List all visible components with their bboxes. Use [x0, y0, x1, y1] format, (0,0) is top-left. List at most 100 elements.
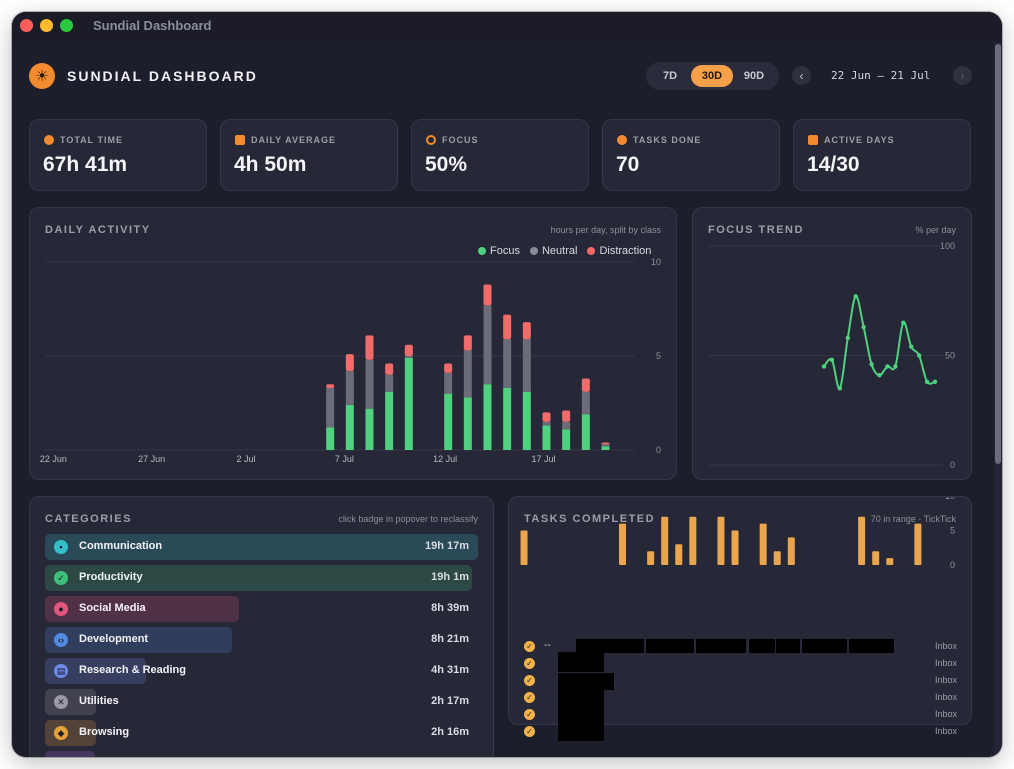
range-30d-button[interactable]: 30D — [691, 65, 733, 87]
bar-segment-distraction[interactable] — [385, 363, 394, 375]
task-row[interactable]: ✓ -- Inbox — [524, 639, 957, 656]
focus-point[interactable] — [837, 386, 843, 391]
focus-point[interactable] — [932, 379, 938, 384]
book-icon[interactable]: ▤ — [54, 664, 68, 678]
bar-segment-neutral[interactable] — [601, 444, 610, 447]
category-row[interactable]: ✓ Productivity 19h 1m — [45, 565, 478, 591]
bar-segment-focus[interactable] — [503, 387, 512, 450]
code-icon[interactable]: ‹› — [54, 633, 68, 647]
vertical-scrollbar[interactable] — [994, 42, 1002, 757]
focus-point[interactable] — [853, 294, 858, 299]
category-row[interactable]: ▤ Research & Reading 4h 31m — [45, 658, 478, 684]
bar-segment-focus[interactable] — [444, 393, 453, 450]
bar-segment-distraction[interactable] — [365, 335, 374, 360]
category-row[interactable]: ▪ Communication 19h 17m — [45, 534, 478, 560]
category-row[interactable]: ● Social Media 8h 39m — [45, 596, 478, 622]
focus-point[interactable] — [877, 373, 882, 378]
bar-segment-neutral[interactable] — [444, 372, 453, 394]
bar-segment-neutral[interactable] — [503, 339, 512, 388]
wrench-icon[interactable]: ✕ — [54, 695, 68, 709]
bar-segment-focus[interactable] — [562, 429, 571, 450]
range-7d-button[interactable]: 7D — [662, 70, 678, 82]
close-window-button[interactable] — [20, 19, 33, 32]
bar-segment-neutral[interactable] — [404, 356, 413, 358]
bar-segment-focus[interactable] — [345, 404, 354, 450]
task-bar[interactable] — [520, 530, 528, 566]
bar-segment-neutral[interactable] — [522, 339, 531, 392]
focus-point[interactable] — [901, 320, 906, 325]
focus-point[interactable] — [916, 353, 922, 358]
bar-segment-distraction[interactable] — [503, 314, 512, 340]
task-row[interactable]: ✓ Inbox — [524, 673, 957, 690]
focus-point[interactable] — [909, 344, 914, 349]
people-icon[interactable]: ● — [54, 602, 68, 616]
bar-segment-distraction[interactable] — [562, 410, 571, 422]
task-bar[interactable] — [731, 530, 739, 566]
chat-icon[interactable]: ▪ — [54, 540, 68, 554]
task-bar[interactable] — [661, 516, 669, 565]
bar-segment-neutral[interactable] — [365, 359, 374, 409]
task-bar[interactable] — [717, 516, 725, 565]
task-bar[interactable] — [759, 523, 767, 565]
task-bar[interactable] — [858, 516, 866, 565]
focus-point[interactable] — [845, 335, 850, 341]
bar-segment-focus[interactable] — [385, 391, 394, 450]
bar-segment-focus[interactable] — [522, 391, 531, 450]
task-bar[interactable] — [647, 551, 655, 565]
category-row[interactable]: ‹› Development 8h 21m — [45, 627, 478, 653]
bar-segment-neutral[interactable] — [326, 387, 335, 428]
bar-segment-neutral[interactable] — [345, 371, 354, 405]
task-row[interactable]: ✓ Inbox — [524, 707, 957, 724]
scrollbar-thumb[interactable] — [995, 44, 1001, 464]
category-row[interactable]: ◆ Browsing 2h 16m — [45, 720, 478, 746]
bar-segment-distraction[interactable] — [444, 363, 453, 373]
bar-segment-distraction[interactable] — [463, 335, 472, 351]
bar-segment-distraction[interactable] — [404, 344, 413, 356]
zoom-window-button[interactable] — [60, 19, 73, 32]
previous-period-button[interactable]: ‹ — [792, 66, 811, 85]
bar-segment-distraction[interactable] — [601, 442, 610, 445]
next-period-button[interactable]: › — [953, 66, 972, 85]
bar-segment-focus[interactable] — [542, 425, 551, 450]
task-row[interactable]: ✓ Inbox — [524, 724, 957, 741]
focus-point[interactable] — [924, 379, 930, 384]
focus-point[interactable] — [861, 324, 866, 330]
focus-point[interactable] — [829, 357, 835, 363]
focus-point[interactable] — [821, 364, 827, 369]
bar-segment-focus[interactable] — [326, 427, 335, 450]
bar-segment-distraction[interactable] — [581, 378, 590, 392]
bar-segment-focus[interactable] — [463, 397, 472, 450]
task-row[interactable]: ✓ Inbox — [524, 652, 957, 673]
bar-segment-distraction[interactable] — [522, 322, 531, 340]
task-bar[interactable] — [872, 551, 880, 565]
task-bar[interactable] — [689, 516, 697, 565]
bar-segment-distraction[interactable] — [326, 384, 335, 388]
task-bar[interactable] — [787, 537, 795, 565]
bar-segment-distraction[interactable] — [542, 412, 551, 422]
bar-segment-neutral[interactable] — [483, 305, 492, 385]
range-90d-button[interactable]: 90D — [743, 70, 765, 82]
bar-segment-focus[interactable] — [601, 446, 610, 450]
task-row[interactable]: ✓ Inbox — [524, 690, 957, 707]
bar-segment-focus[interactable] — [404, 357, 413, 450]
task-bar[interactable] — [914, 523, 922, 565]
bar-segment-neutral[interactable] — [542, 421, 551, 426]
bar-segment-neutral[interactable] — [562, 421, 571, 430]
task-bar[interactable] — [675, 544, 683, 565]
category-row[interactable]: ✕ Utilities 2h 17m — [45, 689, 478, 715]
focus-point[interactable] — [885, 364, 890, 369]
minimize-window-button[interactable] — [40, 19, 53, 32]
check-icon[interactable]: ✓ — [54, 571, 68, 585]
bar-segment-distraction[interactable] — [483, 284, 492, 306]
bar-segment-distraction[interactable] — [345, 354, 354, 372]
bar-segment-focus[interactable] — [365, 408, 374, 450]
category-row[interactable]: ✎Design1h 55m — [45, 751, 478, 757]
focus-point[interactable] — [869, 362, 874, 367]
bar-segment-focus[interactable] — [581, 414, 590, 450]
bar-segment-neutral[interactable] — [385, 374, 394, 392]
task-bar[interactable] — [886, 558, 894, 565]
bar-segment-focus[interactable] — [483, 384, 492, 450]
task-bar[interactable] — [773, 551, 781, 565]
bar-segment-neutral[interactable] — [581, 391, 590, 415]
compass-icon[interactable]: ◆ — [54, 726, 68, 740]
